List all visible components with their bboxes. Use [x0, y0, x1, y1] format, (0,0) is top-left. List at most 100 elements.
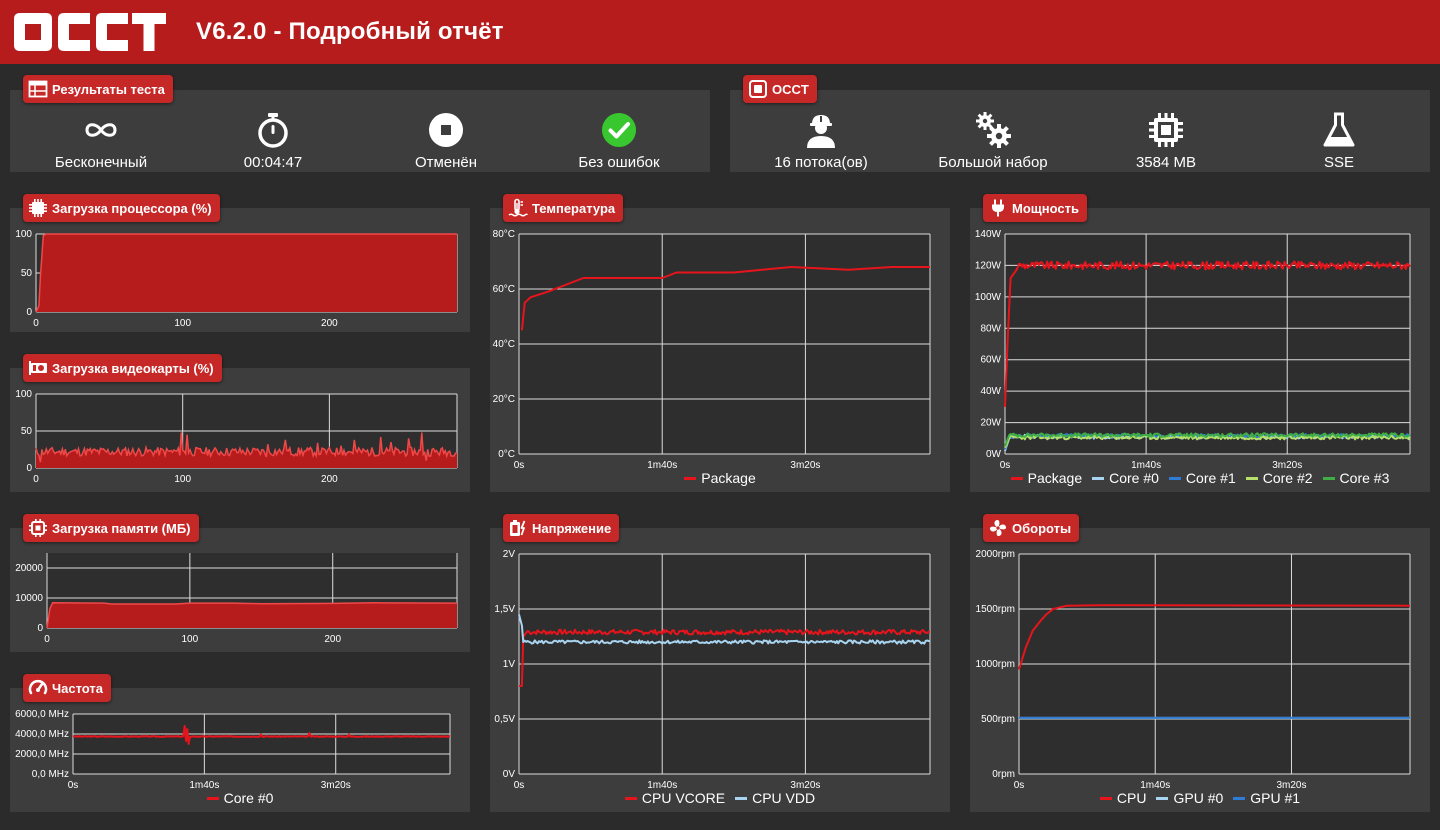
legend-swatch	[624, 796, 637, 800]
worker-icon	[807, 115, 835, 148]
y-tick-label: 0rpm	[992, 769, 1015, 780]
legend-item[interactable]: Core #0	[1092, 470, 1159, 486]
occt-config-panel: 16 потока(ов) Большой набор	[730, 90, 1430, 172]
series-area-0	[36, 234, 457, 312]
x-tick-label: 100	[182, 634, 199, 645]
legend-item[interactable]: Package	[684, 470, 756, 486]
legend-item[interactable]: CPU VCORE	[624, 790, 725, 806]
gpu-load-title: Загрузка видеокарты (%)	[23, 354, 222, 382]
y-tick-label: 1V	[503, 659, 516, 670]
config-dataset-label: Большой набор	[938, 154, 1048, 171]
series-line-0	[72, 725, 451, 745]
occt-config-title: OCCT	[743, 75, 817, 103]
legend-label: CPU	[1116, 790, 1147, 806]
plot-area	[1005, 234, 1410, 454]
series-line-4	[1004, 432, 1411, 447]
legend-item[interactable]: Core #1	[1168, 470, 1236, 486]
calendar-table-icon	[28, 80, 48, 98]
x-tick-label: 0s	[514, 460, 525, 471]
x-tick-label: 1m40s	[1131, 460, 1161, 471]
x-tick-label: 0s	[514, 780, 525, 791]
y-tick-label: 2V	[503, 549, 516, 560]
y-tick-label: 100	[15, 389, 32, 400]
series-area-0	[47, 602, 457, 628]
fans-legend: CPU GPU #0 GPU #1	[970, 790, 1430, 806]
y-tick-label: 2000,0 MHz	[15, 749, 69, 760]
cpu-load-panel: 100 50 0 0 100 200	[10, 208, 470, 332]
legend-swatch	[1322, 476, 1335, 480]
y-tick-label: 6000,0 MHz	[15, 709, 69, 720]
chip-icon	[1149, 113, 1183, 147]
x-tick-label: 0	[33, 474, 39, 485]
power-legend: Package Core #0 Core #1 Core #2 Core #3	[970, 470, 1430, 486]
voltage-title: Напряжение	[503, 514, 620, 542]
y-tick-label: 20W	[980, 418, 1001, 429]
legend-item[interactable]: CPU VDD	[735, 790, 815, 806]
legend-swatch	[1156, 796, 1169, 800]
page-title: V6.2.0 - Подробный отчёт	[196, 18, 504, 45]
y-tick-label: 1500rpm	[976, 604, 1015, 615]
y-tick-label: 0,0 MHz	[32, 769, 69, 780]
config-memory: 3584 MB	[1081, 110, 1251, 171]
memory-load-panel: 20000 10000 0 0 100 200	[10, 528, 470, 652]
infinity-icon	[85, 123, 117, 137]
speedometer-icon	[28, 679, 48, 695]
legend-label: Core #0	[223, 790, 274, 806]
y-tick-label: 4000,0 MHz	[15, 729, 69, 740]
config-instruction: SSE	[1254, 110, 1424, 171]
check-circle-icon	[602, 113, 636, 147]
x-tick-label: 200	[321, 318, 338, 329]
y-tick-label: 40°C	[493, 339, 515, 350]
legend-item[interactable]: GPU #0	[1156, 790, 1223, 806]
y-tick-label: 80°C	[493, 229, 515, 240]
stopwatch-icon	[258, 113, 288, 148]
config-threads-label: 16 потока(ов)	[774, 154, 868, 171]
legend-label: Package	[701, 470, 756, 486]
fans-title: Обороты	[983, 514, 1080, 542]
legend-label: Core #0	[1109, 470, 1159, 486]
y-tick-label: 120W	[975, 260, 1002, 271]
y-tick-label: 2000rpm	[976, 549, 1015, 560]
fans-panel: 2000rpm 1500rpm 1000rpm 500rpm 0rpm 0s 1m40s 3m…	[970, 528, 1430, 812]
legend-label: CPU VDD	[752, 790, 816, 806]
series-line-0	[1018, 604, 1411, 670]
gears-icon	[976, 112, 1011, 148]
y-tick-label: 0V	[503, 769, 516, 780]
x-tick-label: 1m40s	[189, 780, 219, 791]
legend-item[interactable]: Core #0	[206, 790, 274, 806]
y-tick-label: 10000	[15, 593, 43, 604]
legend-item[interactable]: Package	[1010, 470, 1082, 486]
series-line-0	[46, 602, 458, 629]
legend-item[interactable]: Core #3	[1322, 470, 1389, 486]
cpu-load-chart: 100 50 00 100 200	[15, 229, 458, 329]
series-line-0	[1004, 260, 1411, 407]
frequency-title: Частота	[23, 674, 112, 702]
x-tick-label: 3m20s	[321, 780, 351, 791]
frequency-legend: Core #0	[10, 790, 470, 806]
temperature-legend: Package	[490, 470, 950, 486]
x-tick-label: 1m40s	[647, 780, 677, 791]
x-tick-label: 3m20s	[1276, 780, 1306, 791]
legend-item[interactable]: CPU	[1099, 790, 1147, 806]
series-line-0	[35, 233, 457, 313]
y-tick-label: 0	[26, 307, 32, 318]
y-tick-label: 0	[37, 623, 43, 634]
test-results-title: Результаты теста	[23, 75, 173, 103]
plug-icon	[992, 199, 1004, 217]
power-title: Мощность	[983, 194, 1087, 222]
x-tick-label: 3m20s	[790, 460, 820, 471]
legend-item[interactable]: Core #2	[1245, 470, 1313, 486]
y-tick-label: 40W	[980, 386, 1001, 397]
series-line-0	[519, 628, 930, 687]
legend-item[interactable]: GPU #1	[1233, 790, 1300, 806]
fan-icon	[989, 519, 1007, 537]
series-line-1	[518, 614, 931, 645]
config-memory-label: 3584 MB	[1135, 154, 1197, 171]
occt-square-icon	[749, 80, 767, 98]
result-duration: 00:04:47	[188, 110, 358, 171]
flask-icon	[1323, 112, 1355, 147]
cpu-icon	[29, 199, 47, 217]
series-line-0	[520, 266, 930, 331]
x-tick-label: 0	[44, 634, 50, 645]
